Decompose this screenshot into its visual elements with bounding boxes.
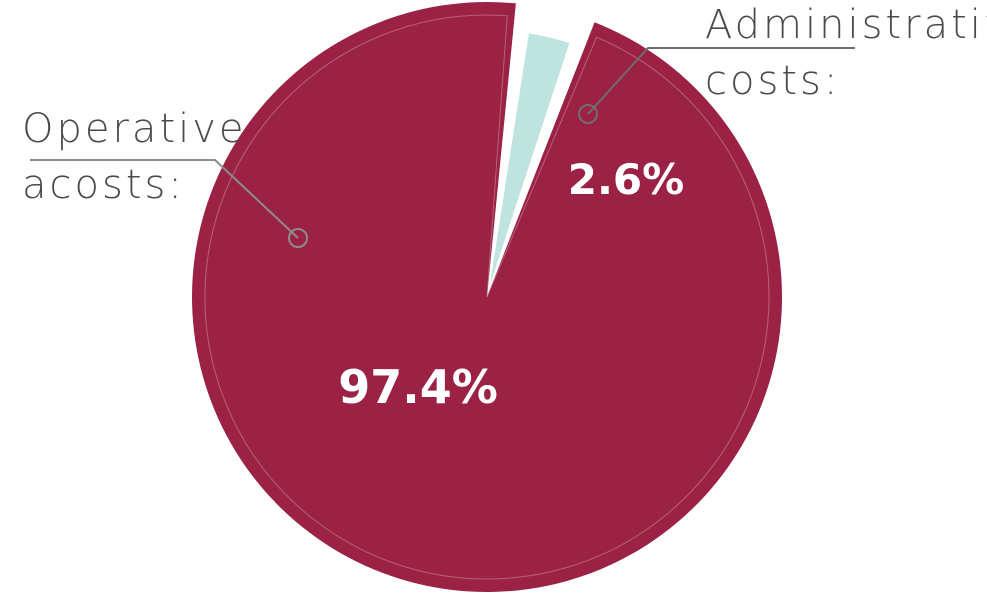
leader-line-operative bbox=[30, 159, 299, 239]
leader-dot-operative bbox=[288, 228, 308, 248]
slice-label-administrative-line2: costs: bbox=[705, 58, 840, 104]
pie-slice-operative-edge bbox=[204, 14, 770, 580]
slice-value-operative: 97.4% bbox=[338, 360, 498, 414]
slice-label-operative-line2: acosts: bbox=[22, 162, 185, 208]
slice-label-operative-line1: Operative bbox=[22, 106, 247, 152]
leader-line-administrative bbox=[587, 47, 855, 115]
slice-value-administrative: 2.6% bbox=[568, 155, 684, 204]
leader-dot-administrative bbox=[578, 104, 598, 124]
pie-slice-administrative bbox=[489, 33, 570, 286]
slice-label-administrative-line1: Administrative bbox=[705, 2, 987, 48]
